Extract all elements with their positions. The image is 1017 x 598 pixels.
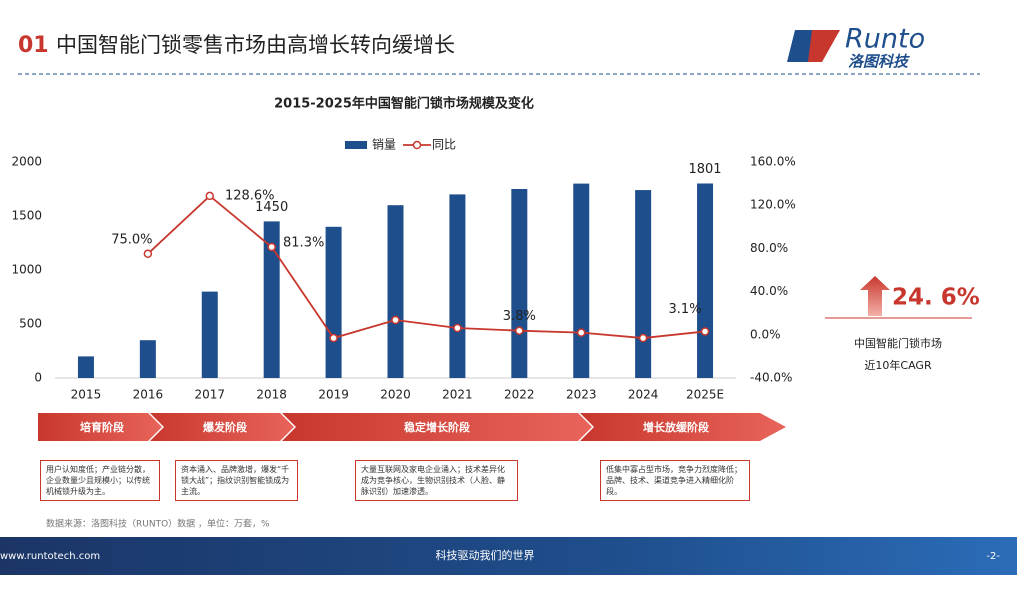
stage-arrow bbox=[150, 413, 294, 441]
line-point bbox=[267, 242, 276, 252]
header-number: 01 bbox=[18, 33, 49, 58]
footer-slogan: 科技驱动我们的世界 bbox=[436, 548, 535, 562]
line-point bbox=[576, 328, 586, 337]
x-tick-label: 2023 bbox=[566, 388, 597, 402]
cagr-value: 24. 6% bbox=[892, 285, 980, 311]
stage-arrow bbox=[38, 413, 162, 441]
footer-page: -2- bbox=[986, 551, 1000, 562]
line-label: 81.3% bbox=[283, 235, 324, 250]
line-label: 3.1% bbox=[669, 302, 702, 317]
bar bbox=[635, 190, 652, 378]
x-tick-label: 2017 bbox=[194, 388, 225, 402]
bar bbox=[139, 340, 156, 378]
bar bbox=[697, 183, 714, 378]
bar bbox=[387, 205, 404, 378]
y2-tick-label: 160.0% bbox=[750, 155, 796, 169]
stage-desc: 低集中寡占型市场，竞争力烈度降低；品牌、技术、渠道竞争进入精细化阶段。 bbox=[600, 460, 750, 501]
line bbox=[147, 194, 706, 340]
y2-tick-label: 40.0% bbox=[750, 284, 788, 298]
line-point bbox=[700, 327, 710, 336]
x-tick-label: 2021 bbox=[442, 388, 473, 402]
line-label: 75.0% bbox=[111, 232, 152, 247]
bar bbox=[201, 291, 218, 378]
x-tick-label: 2018 bbox=[256, 388, 287, 402]
line-point bbox=[391, 315, 400, 325]
y2-tick-label: 120.0% bbox=[750, 198, 796, 212]
logo-subtitle: 洛图科技 bbox=[848, 53, 910, 71]
stage-name: 稳定增长阶段 bbox=[404, 420, 470, 434]
cagr-label: 中国智能门锁市场 bbox=[854, 336, 942, 350]
x-tick-label: 2020 bbox=[380, 388, 411, 402]
stage-arrow bbox=[580, 413, 786, 441]
legend-swatch bbox=[345, 141, 367, 149]
logo-mark bbox=[808, 30, 840, 62]
stage-arrow bbox=[282, 413, 592, 441]
bar bbox=[449, 194, 466, 378]
line-point bbox=[205, 191, 215, 201]
chart-title: 2015-2025年中国智能门锁市场规模及变化 bbox=[274, 96, 534, 112]
y2-tick-label: 0.0% bbox=[750, 327, 781, 341]
stage-desc: 大量互联网及家电企业涌入；技术差异化成为竞争核心，生物识别技术（人脸、静脉识别）… bbox=[355, 460, 518, 501]
stage-desc: 资本涌入、品牌激增，爆发“千锁大战”；指纹识别智能锁成为主流。 bbox=[175, 460, 298, 501]
legend-label: 同比 bbox=[432, 138, 456, 152]
bar bbox=[511, 189, 528, 378]
x-tick-label: 2025E bbox=[686, 388, 724, 402]
y2-tick-label: 80.0% bbox=[750, 241, 788, 255]
logo-name: Runto bbox=[845, 24, 925, 55]
x-tick-label: 2022 bbox=[504, 388, 535, 402]
bar bbox=[263, 221, 280, 378]
legend-swatch bbox=[412, 140, 422, 150]
header-title: 中国智能门锁零售市场由高增长转向缓增长 bbox=[56, 33, 455, 57]
source-note: 数据来源：洛图科技（RUNTO）数据 ，单位：万套，% bbox=[46, 518, 270, 530]
stage-desc: 用户认知度低；产业链分散，企业数量少且规模小；以传统机械锁升级为主。 bbox=[40, 460, 160, 501]
y-tick-label: 500 bbox=[19, 317, 42, 331]
x-tick-label: 2019 bbox=[318, 388, 349, 402]
x-tick-label: 2024 bbox=[628, 388, 659, 402]
x-tick-label: 2016 bbox=[133, 388, 164, 402]
bar bbox=[77, 356, 94, 378]
stage-name: 增长放缓阶段 bbox=[643, 420, 709, 434]
stage-name: 爆发阶段 bbox=[203, 420, 247, 434]
y-tick-label: 2000 bbox=[11, 155, 42, 169]
bar-label: 1450 bbox=[255, 200, 288, 215]
footer-url: www.runtotech.com bbox=[0, 551, 100, 562]
line-point bbox=[638, 333, 648, 343]
bar bbox=[325, 226, 342, 378]
legend-label: 销量 bbox=[372, 138, 396, 152]
line-point bbox=[329, 333, 338, 343]
bar bbox=[573, 183, 590, 378]
x-tick-label: 2015 bbox=[71, 388, 102, 402]
line-label: 3.8% bbox=[503, 309, 536, 324]
line-point bbox=[515, 326, 524, 335]
line-point bbox=[453, 323, 462, 333]
y-tick-label: 1000 bbox=[11, 263, 42, 277]
stage-name: 培育阶段 bbox=[80, 420, 124, 434]
line-point bbox=[143, 249, 153, 259]
y2-tick-label: -40.0% bbox=[750, 371, 792, 385]
y-tick-label: 0 bbox=[34, 371, 42, 385]
y-tick-label: 1500 bbox=[11, 209, 42, 223]
bar-label: 1801 bbox=[688, 162, 721, 177]
footer-band bbox=[0, 537, 1017, 575]
cagr-label: 近10年CAGR bbox=[864, 358, 932, 372]
line-label: 128.6% bbox=[225, 188, 275, 203]
cagr-arrow bbox=[860, 276, 890, 316]
